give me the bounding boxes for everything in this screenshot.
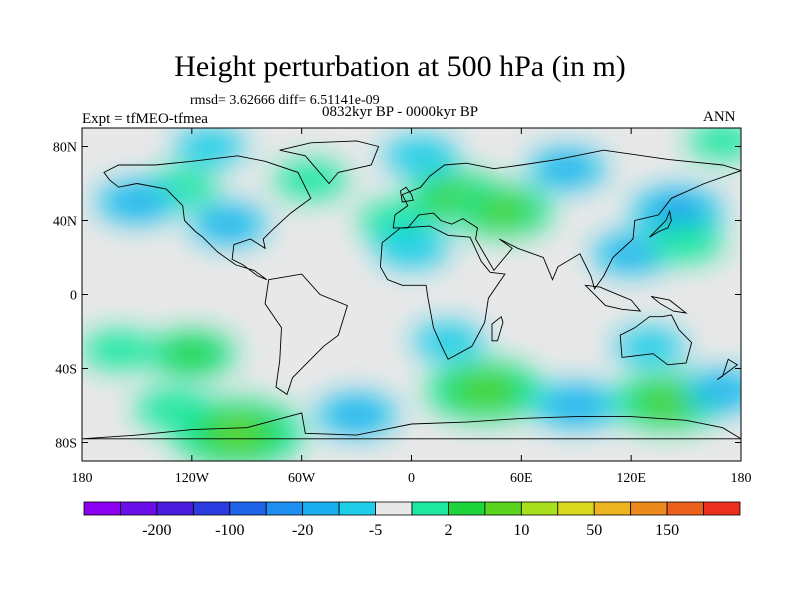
x-tick-label: 60W (288, 471, 316, 486)
chart-title: Height perturbation at 500 hPa (in m) (174, 50, 626, 83)
colorbar-label: -200 (142, 522, 171, 539)
field-anomaly-1-level-0 (273, 160, 349, 200)
coastline-japan (649, 209, 672, 238)
field-anomaly-18-level-0 (134, 388, 213, 430)
field-anomaly-17-level-3 (230, 429, 245, 437)
colorbar-box (703, 501, 741, 516)
y-tick-label: 0 (70, 289, 77, 304)
coastline-south-america (264, 273, 348, 396)
x-tick-label: 0 (408, 471, 415, 486)
x-tick-label: 180 (731, 471, 752, 486)
coastline-new-zealand (716, 358, 739, 380)
field-anomaly-6-level-1 (108, 187, 166, 217)
x-tick-label: 60E (510, 471, 533, 486)
field-anomaly-3-level-2 (483, 200, 523, 222)
field-anomaly-16-level-1 (160, 337, 223, 370)
field-anomaly-9-level-0 (174, 128, 246, 166)
field-anomaly-5-level-2 (658, 201, 696, 221)
colorbar-label: -5 (369, 522, 382, 539)
colorbar-label: 50 (586, 522, 602, 539)
colorbar-label: -20 (292, 522, 313, 539)
period-label: 0832kyr BP - 0000kyr BP (322, 104, 479, 120)
stats-label: rmsd= 3.62666 diff= 6.51141e-09 (190, 93, 380, 108)
experiment-label: Expt = tfMEO-tfmea (82, 111, 208, 127)
coastline-eurasia (392, 149, 741, 290)
field-anomaly-15-level-0 (82, 330, 156, 370)
field-anomaly-20-level-2 (461, 378, 509, 403)
colorbar-label: 150 (655, 522, 679, 539)
colorbar: -200 -100 -20 -5 2 10 50 150 (83, 501, 741, 539)
colorbar-box (302, 501, 340, 516)
colorbar-box (229, 501, 267, 516)
coastline-madagascar (491, 315, 504, 342)
field-anomaly-21-level-1 (546, 389, 607, 422)
colorbar-box (83, 501, 121, 516)
coastline-antarctica (82, 412, 741, 440)
field-anomaly-22-level-2 (645, 390, 690, 414)
season-label: ANN (703, 109, 736, 125)
coastline-greenland (279, 140, 380, 185)
field-anomaly-12-level-0 (374, 228, 449, 268)
coastline-australia (619, 314, 693, 366)
x-tick-label: 120W (175, 471, 210, 486)
colorbar-box (265, 501, 304, 516)
coastline-indonesia (584, 284, 642, 312)
colorbar-box (156, 501, 194, 516)
colorbar-box (520, 501, 559, 516)
field-anomaly-14-level-0 (648, 223, 724, 263)
colorbar-box (338, 501, 376, 516)
y-tick-label: 80N (53, 141, 77, 156)
field-anomaly-24-level-0 (614, 327, 685, 365)
field-anomaly-23-level-1 (695, 376, 741, 406)
colorbar-label: 10 (513, 522, 529, 539)
colorbar-label: 2 (444, 522, 452, 539)
y-tick-label: 40N (53, 215, 77, 230)
x-tick-label: 120E (616, 471, 646, 486)
coastline-new-guinea (651, 295, 688, 314)
colorbar-box (375, 501, 413, 516)
field-anomaly-25-level-0 (412, 322, 484, 360)
contour-field (82, 128, 741, 461)
colorbar-box (666, 501, 704, 516)
field-anomaly-11-level-1 (201, 209, 256, 239)
coastline-uk (400, 186, 414, 203)
coastlines (82, 140, 741, 440)
x-tick-label: 180 (72, 471, 93, 486)
y-tick-label: 40S (55, 363, 77, 378)
colorbar-box (557, 501, 595, 516)
colorbar-box (484, 501, 522, 516)
colorbar-box (192, 501, 231, 516)
colorbar-box (593, 501, 632, 516)
field-anomaly-13-level-1 (603, 239, 659, 269)
y-tick-label: 80S (55, 437, 77, 452)
coastline-africa (379, 225, 506, 360)
field-anomaly-19-level-1 (328, 399, 386, 430)
colorbar-box (630, 501, 668, 516)
field-anomaly-10-level-0 (687, 128, 741, 160)
field-anomaly-8-level-0 (383, 136, 458, 176)
coastline-north-america (103, 155, 312, 281)
colorbar-box (411, 501, 449, 516)
axes: 180 120W 60W 0 60E 120E 180 80N 40N 0 40S 80S (53, 128, 752, 486)
colorbar-box (120, 501, 158, 516)
field-anomaly-7-level-1 (539, 154, 595, 184)
colorbar-box (448, 501, 486, 516)
colorbar-label: -100 (215, 522, 244, 539)
